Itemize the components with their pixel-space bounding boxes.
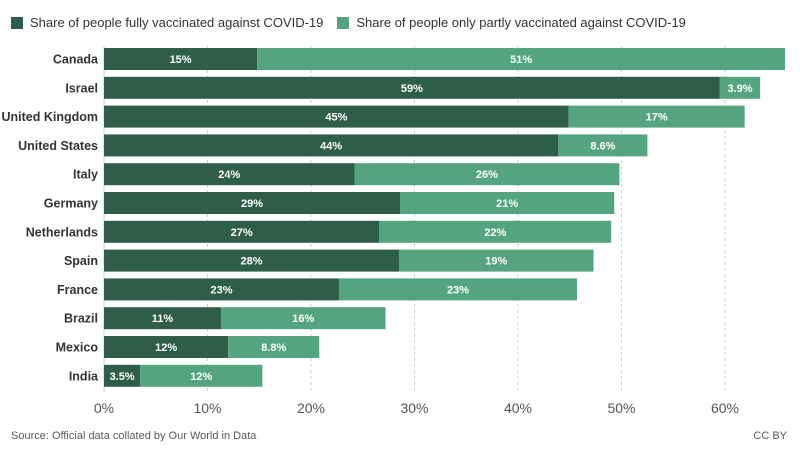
bar-fully <box>104 278 339 301</box>
category-label: Spain <box>64 254 98 268</box>
data-label-partly: 17% <box>646 112 668 124</box>
legend-item-partly: Share of people only partly vaccinated a… <box>337 15 686 30</box>
category-label: Canada <box>53 53 99 67</box>
bar-partly <box>400 192 615 214</box>
x-tick-label: 60% <box>711 400 739 416</box>
legend-label-fully: Share of people fully vaccinated against… <box>30 15 324 30</box>
bar-fully <box>104 76 720 99</box>
bar-fully <box>104 48 258 70</box>
legend-label-partly: Share of people only partly vaccinated a… <box>356 15 686 30</box>
data-label-partly: 21% <box>496 198 518 210</box>
source-note: Source: Official data collated by Our Wo… <box>11 430 257 442</box>
bar-fully <box>104 307 221 330</box>
bar-fully <box>104 336 229 358</box>
legend-item-fully: Share of people fully vaccinated against… <box>11 15 323 30</box>
x-tick-label: 10% <box>193 400 221 416</box>
data-label-partly: 3.9% <box>727 83 752 95</box>
category-label: Israel <box>65 81 98 95</box>
data-label-fully: 28% <box>240 256 262 268</box>
data-label-partly: 16% <box>292 313 314 325</box>
bar-partly <box>558 134 648 157</box>
x-tick-label: 40% <box>504 400 532 416</box>
category-label: Italy <box>73 168 98 182</box>
data-label-fully: 29% <box>241 198 263 210</box>
data-label-fully: 15% <box>170 54 192 66</box>
bar-partly <box>398 249 594 272</box>
data-label-fully: 11% <box>152 313 174 325</box>
license-note: CC BY <box>753 430 787 442</box>
bar-fully <box>104 220 380 243</box>
legend-swatch-fully <box>11 16 23 29</box>
bar-fully <box>104 249 399 272</box>
category-label: Brazil <box>64 312 98 326</box>
legend: Share of people fully vaccinated against… <box>11 15 700 30</box>
data-label-fully: 23% <box>210 284 232 296</box>
bar-partly <box>338 278 577 301</box>
bar-fully <box>104 105 569 128</box>
x-tick-label: 30% <box>400 400 428 416</box>
data-label-fully: 45% <box>325 112 347 124</box>
data-label-partly: 26% <box>476 169 498 181</box>
data-label-partly: 8.8% <box>261 342 286 354</box>
bar-fully <box>104 364 141 387</box>
bar-fully <box>104 163 355 186</box>
category-label: Mexico <box>56 341 99 355</box>
category-label: Netherlands <box>26 225 98 239</box>
bar-partly <box>257 48 786 70</box>
bar-partly <box>719 76 761 99</box>
x-tick-label: 0% <box>94 400 114 416</box>
bar-partly <box>568 105 745 128</box>
data-label-partly: 8.6% <box>590 140 615 152</box>
data-label-fully: 44% <box>320 140 342 152</box>
category-label: United Kingdom <box>1 110 98 124</box>
category-label: India <box>69 369 99 383</box>
category-label: United States <box>18 139 98 153</box>
bar-fully <box>104 134 559 157</box>
legend-swatch-partly <box>337 16 350 29</box>
data-label-fully: 3.5% <box>110 371 135 383</box>
data-label-partly: 19% <box>485 256 507 268</box>
data-label-fully: 12% <box>155 342 177 354</box>
data-label-partly: 12% <box>190 371 212 383</box>
footer: Source: Official data collated by Our Wo… <box>11 430 787 442</box>
x-tick-label: 20% <box>297 400 325 416</box>
data-label-partly: 51% <box>510 54 532 66</box>
data-label-fully: 59% <box>401 83 423 95</box>
bar-partly <box>354 163 620 186</box>
category-label: France <box>57 283 98 297</box>
data-label-fully: 24% <box>218 169 240 181</box>
bar-partly <box>379 220 612 243</box>
data-label-partly: 22% <box>484 227 506 239</box>
category-label: Germany <box>44 197 98 211</box>
bar-partly <box>228 336 320 358</box>
x-tick-label: 50% <box>607 400 635 416</box>
bar-partly <box>140 364 263 387</box>
bar-partly <box>220 307 386 330</box>
data-label-partly: 23% <box>447 284 469 296</box>
bar-fully <box>104 192 401 214</box>
data-label-fully: 27% <box>231 227 253 239</box>
